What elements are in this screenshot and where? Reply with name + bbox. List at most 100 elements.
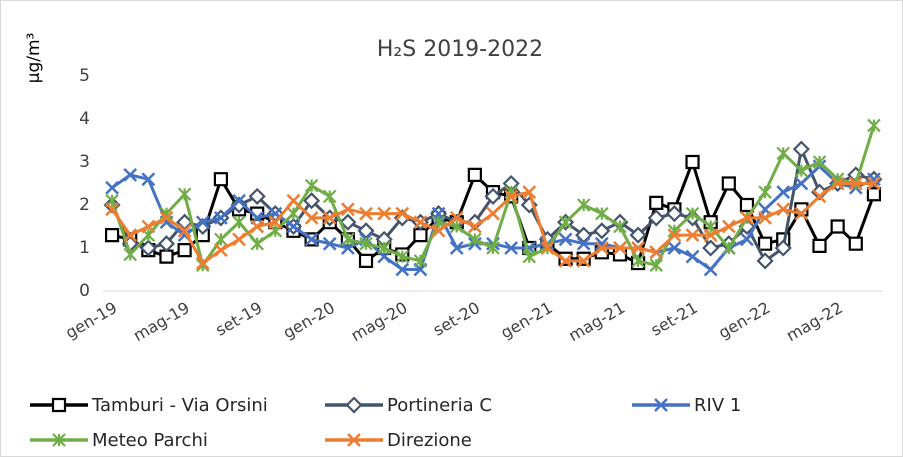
y-tick-label: 1 <box>79 238 90 258</box>
series <box>105 176 881 270</box>
marker <box>812 238 827 253</box>
marker <box>540 241 555 255</box>
marker <box>377 241 391 255</box>
marker <box>757 236 773 251</box>
marker <box>214 211 228 225</box>
marker <box>195 256 210 270</box>
marker <box>486 206 500 221</box>
marker <box>830 176 845 191</box>
marker <box>649 245 664 260</box>
marker <box>649 258 664 272</box>
marker <box>304 211 319 225</box>
marker <box>504 241 519 255</box>
marker <box>177 223 192 238</box>
marker <box>359 236 373 251</box>
marker <box>576 198 591 212</box>
marker <box>792 140 810 158</box>
legend-marker <box>345 396 363 414</box>
legend-item: Portineria C <box>325 395 492 416</box>
y-tick-label: 5 <box>79 66 90 86</box>
marker <box>322 236 337 251</box>
marker <box>558 232 573 247</box>
marker <box>810 183 829 201</box>
legend-marker <box>654 398 668 412</box>
legend-item: Direzione <box>325 430 472 451</box>
marker <box>268 215 283 230</box>
marker <box>756 252 774 270</box>
legend-item: RIV 1 <box>632 395 741 416</box>
marker <box>685 154 700 170</box>
marker <box>794 176 809 191</box>
marker <box>612 247 628 262</box>
marker <box>794 163 809 178</box>
marker <box>159 249 174 264</box>
marker <box>486 241 500 255</box>
marker <box>703 228 718 242</box>
marker <box>794 206 809 221</box>
legend-marker <box>347 433 361 447</box>
marker <box>304 232 319 247</box>
marker <box>286 193 301 208</box>
marker <box>647 209 665 227</box>
y-tick-label: 4 <box>79 109 90 129</box>
marker <box>812 189 827 204</box>
marker <box>395 206 410 221</box>
marker <box>484 187 502 205</box>
marker <box>665 205 683 223</box>
y-axis-label: µg/m³ <box>24 33 44 84</box>
marker <box>449 211 464 225</box>
marker <box>413 215 428 230</box>
marker <box>123 228 138 242</box>
marker <box>740 232 754 247</box>
marker <box>594 241 609 255</box>
marker <box>341 232 355 247</box>
marker <box>721 176 736 191</box>
legend-label: Portineria C <box>387 395 492 416</box>
marker <box>812 155 827 169</box>
marker <box>631 254 645 268</box>
marker <box>304 178 319 193</box>
marker <box>413 228 428 243</box>
marker <box>250 236 264 251</box>
marker <box>286 219 301 234</box>
marker <box>739 197 755 213</box>
marker <box>758 185 772 199</box>
marker <box>667 241 682 255</box>
marker <box>522 185 537 199</box>
marker <box>141 219 156 234</box>
marker <box>413 254 428 268</box>
marker <box>214 243 228 258</box>
legend-label: Direzione <box>387 430 472 451</box>
marker <box>449 241 464 255</box>
legend-label: RIV 1 <box>694 395 741 416</box>
legend-item: Tamburi - Via Orsini <box>30 395 268 416</box>
marker <box>702 239 720 257</box>
marker <box>105 180 119 195</box>
legend-label: Meteo Parchi <box>92 430 208 451</box>
marker <box>139 239 157 257</box>
y-tick-label: 0 <box>79 281 90 301</box>
marker <box>141 172 156 187</box>
marker <box>195 215 210 230</box>
marker <box>104 228 120 243</box>
marker <box>431 223 446 238</box>
y-tick-label: 3 <box>79 152 90 172</box>
marker <box>286 206 301 221</box>
marker <box>685 228 700 242</box>
marker <box>740 211 754 225</box>
marker <box>467 167 482 182</box>
marker <box>468 232 482 247</box>
marker <box>230 196 248 214</box>
marker <box>123 247 137 262</box>
marker <box>159 211 174 225</box>
marker <box>774 239 792 257</box>
marker <box>721 219 736 234</box>
marker <box>322 211 337 225</box>
marker <box>667 228 682 242</box>
legend-marker <box>51 397 67 413</box>
marker <box>341 202 355 217</box>
marker <box>595 206 609 221</box>
marker <box>629 226 647 244</box>
